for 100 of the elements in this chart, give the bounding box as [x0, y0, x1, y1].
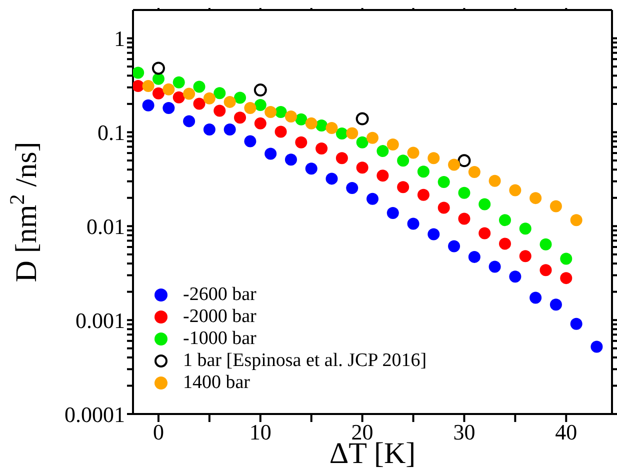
- point: [519, 222, 532, 235]
- point: [356, 162, 368, 174]
- point: [560, 252, 572, 265]
- point: [234, 92, 246, 104]
- point: [284, 110, 297, 122]
- point: [540, 238, 552, 250]
- point: [254, 117, 266, 130]
- point: [550, 200, 562, 212]
- x-tick-label: 40: [555, 420, 578, 445]
- point: [376, 145, 389, 158]
- point: [560, 272, 572, 284]
- point: [142, 99, 154, 112]
- legend-label: 1 bar [Espinosa et al. JCP 2016]: [183, 350, 427, 372]
- point: [438, 202, 450, 214]
- point: [458, 154, 471, 168]
- point: [509, 184, 522, 196]
- point: [305, 117, 318, 130]
- y-tick-label: 0.1: [98, 120, 125, 146]
- point: [570, 318, 582, 330]
- point: [264, 106, 277, 118]
- point: [264, 148, 277, 160]
- point: [428, 228, 440, 240]
- point: [254, 84, 267, 97]
- point: [336, 152, 348, 164]
- point: [407, 146, 420, 159]
- point: [468, 250, 480, 263]
- point: [295, 136, 308, 148]
- point: [540, 264, 552, 276]
- point: [366, 132, 378, 144]
- point: [407, 218, 420, 230]
- y-tick-label: 0.0001: [64, 402, 125, 427]
- point: [234, 112, 246, 124]
- point: [142, 80, 154, 92]
- point: [356, 112, 369, 126]
- point: [183, 115, 196, 128]
- point: [133, 66, 144, 79]
- legend-label: -1000 bar: [183, 328, 256, 350]
- point: [488, 174, 501, 187]
- point: [295, 113, 308, 126]
- point: [336, 127, 348, 140]
- point: [326, 172, 338, 185]
- point: [284, 154, 297, 166]
- point: [193, 80, 206, 93]
- point: [152, 62, 165, 75]
- point: [417, 166, 430, 178]
- point: [224, 96, 236, 108]
- point: [133, 80, 144, 92]
- point: [550, 298, 562, 311]
- point: [326, 122, 338, 134]
- point: [172, 76, 185, 88]
- point: [448, 240, 460, 252]
- point: [183, 88, 196, 100]
- point: [224, 123, 236, 136]
- legend-label: -2000 bar: [183, 306, 256, 328]
- point: [458, 212, 470, 225]
- point: [316, 142, 328, 155]
- point: [214, 104, 226, 117]
- point: [152, 87, 164, 100]
- point: [590, 340, 603, 353]
- point: [172, 91, 185, 104]
- point: [376, 170, 389, 182]
- point: [305, 162, 318, 175]
- point: [214, 87, 226, 100]
- y-tick-label: 1: [114, 26, 125, 52]
- point: [162, 83, 175, 96]
- point: [203, 92, 216, 104]
- legend-label: -2600 bar: [183, 284, 256, 306]
- point: [193, 98, 206, 110]
- point: [478, 227, 491, 240]
- point: [428, 152, 440, 164]
- point: [386, 207, 399, 219]
- point: [162, 102, 175, 114]
- point: [397, 154, 410, 167]
- point: [468, 166, 480, 178]
- point: [438, 176, 450, 188]
- point: [488, 260, 501, 273]
- point: [498, 238, 511, 250]
- x-tick-label: 30: [453, 420, 476, 445]
- point: [254, 98, 266, 111]
- point: [244, 102, 256, 114]
- point: [530, 192, 542, 204]
- point: [366, 192, 378, 205]
- x-tick-label: 10: [249, 420, 272, 445]
- point: [356, 136, 368, 148]
- y-tick-label: 0.01: [86, 214, 125, 239]
- point: [448, 158, 460, 171]
- legend-label: 1400 bar: [183, 372, 250, 394]
- point: [417, 188, 430, 201]
- point: [530, 292, 542, 304]
- point: [458, 186, 470, 199]
- point: [397, 181, 410, 194]
- y-tick-label: 0.001: [76, 308, 125, 333]
- point: [498, 214, 511, 226]
- point: [203, 123, 216, 136]
- point: [274, 106, 287, 118]
- x-tick-label: 0: [152, 420, 164, 445]
- point: [244, 135, 256, 148]
- point: [570, 214, 582, 226]
- point: [346, 127, 358, 140]
- point: [346, 182, 358, 194]
